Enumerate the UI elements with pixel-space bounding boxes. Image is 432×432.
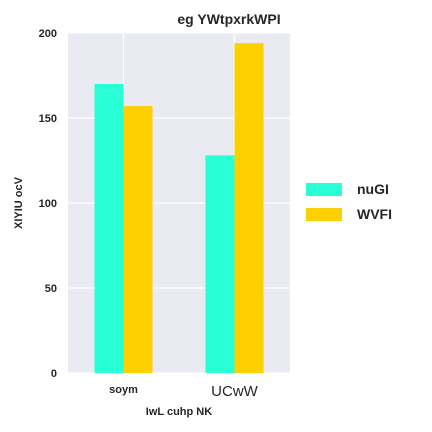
bar-WVFI-UCwW — [234, 43, 264, 373]
x-axis-label: IwL cuhp NK — [146, 406, 212, 418]
y-tick-label: 0 — [51, 368, 57, 380]
x-axis-ticks: soym UCwW — [109, 383, 259, 400]
x-tick-label: UCwW — [211, 383, 258, 400]
bar-WVFI-soym — [123, 106, 153, 373]
chart-title: eg YWtpxrkWPI — [177, 11, 280, 27]
y-tick-label: 150 — [39, 113, 57, 125]
y-axis-ticks: 0 50 100 150 200 — [39, 28, 57, 380]
bar-nuGI-UCwW — [205, 155, 235, 373]
y-axis-label: XIYIU ocV — [13, 176, 25, 229]
bar-nuGI-soym — [94, 84, 124, 373]
y-tick-label: 100 — [39, 198, 57, 210]
legend-label: nuGI — [357, 181, 389, 197]
y-tick-label: 50 — [45, 283, 57, 295]
y-tick-label: 200 — [39, 28, 57, 40]
legend-swatch — [306, 208, 342, 221]
legend-label: WVFI — [357, 206, 392, 222]
legend-swatch — [306, 183, 342, 196]
x-tick-label: soym — [109, 384, 138, 396]
legend: nuGI WVFI — [306, 181, 392, 222]
bars — [94, 43, 264, 373]
